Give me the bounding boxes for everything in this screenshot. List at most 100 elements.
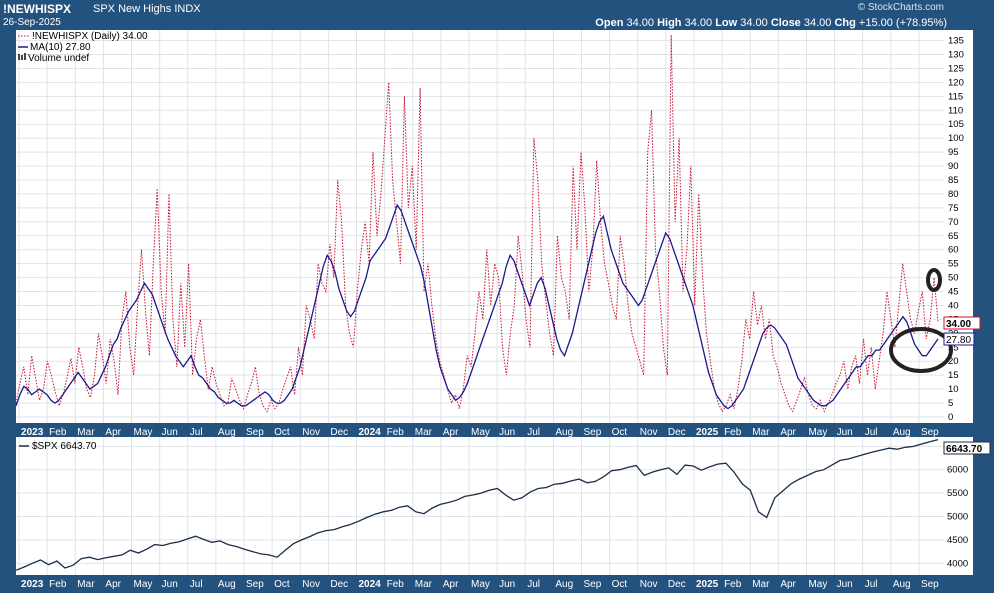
x-tick-label: Apr: [780, 427, 796, 438]
lower-panel-bg: [16, 437, 944, 575]
exchange-text: INDX: [174, 3, 201, 15]
y-tick-label: 6000: [947, 465, 968, 476]
y-tick-label: 125: [948, 63, 964, 74]
x-tick-label: Oct: [612, 427, 628, 438]
lower-legend: $SPX 6643.70: [19, 441, 97, 452]
ma-price-text: 27.80: [946, 335, 971, 346]
x-tick-label: Sep: [583, 579, 601, 590]
x-tick-label: 2024: [359, 579, 382, 590]
x-tick-label: Jun: [499, 579, 515, 590]
lower-gridlines: [16, 437, 944, 575]
y-tick-label: 95: [948, 147, 959, 158]
y-tick-label: 55: [948, 259, 959, 270]
x-tick-label: Feb: [724, 579, 742, 590]
upper-panel-bg: [16, 30, 944, 423]
x-tick-label: 2025: [696, 579, 719, 590]
low-label: Low: [715, 17, 738, 29]
ma-price-tag: 27.80: [943, 332, 975, 346]
y-tick-label: 4500: [947, 535, 968, 546]
y-tick-label: 120: [948, 77, 964, 88]
x-tick-label: Apr: [443, 427, 459, 438]
upper-gridlines: [16, 30, 944, 423]
x-tick-label: Mar: [752, 579, 770, 590]
open-value: 34.00: [626, 17, 655, 29]
y-tick-label: 50: [948, 273, 959, 284]
legend-spx-label: $SPX 6643.70: [32, 441, 97, 452]
x-tick-label: Apr: [780, 579, 796, 590]
ma10-series-line: [15, 203, 939, 410]
x-tick-label: Aug: [893, 579, 911, 590]
x-tick-label: Apr: [105, 427, 121, 438]
x-tick-label: May: [471, 427, 490, 438]
x-tick-label: Aug: [555, 427, 573, 438]
y-tick-label: 20: [948, 356, 959, 367]
x-tick-label: Oct: [612, 579, 628, 590]
x-tick-label: Jun: [837, 427, 853, 438]
x-tick-label: Jul: [190, 579, 203, 590]
y-tick-label: 40: [948, 300, 959, 311]
lower-y-axis: 400045005000550060006500: [944, 437, 973, 575]
x-tick-label: Feb: [387, 427, 405, 438]
x-tick-label: 2023: [21, 579, 44, 590]
spx-price-text: 6643.70: [946, 444, 983, 455]
volume-icon-bar2: [21, 55, 23, 60]
x-tick-label: Mar: [415, 579, 433, 590]
y-tick-label: 5: [948, 398, 953, 409]
x-tick-label: Apr: [105, 579, 121, 590]
legend-volume-label: Volume undef: [28, 53, 89, 64]
x-tick-label: Nov: [302, 579, 320, 590]
x-tick-label: 2024: [359, 427, 382, 438]
volume-icon: [18, 54, 20, 60]
annotation-circle-small: [926, 268, 942, 292]
x-tick-label: Dec: [668, 579, 686, 590]
x-tick-label: Jun: [162, 579, 178, 590]
annotation-circle-large: [889, 327, 953, 373]
x-tick-label: Aug: [218, 579, 236, 590]
x-tick-label: Jul: [190, 427, 203, 438]
x-tick-label: Apr: [443, 579, 459, 590]
y-tick-label: 10: [948, 384, 959, 395]
y-tick-label: 45: [948, 287, 959, 298]
x-tick-label: Dec: [668, 427, 686, 438]
close-value: 34.00: [803, 17, 832, 29]
y-tick-label: 100: [948, 133, 964, 144]
legend-ma-label: MA(10) 27.80: [30, 42, 91, 53]
symbol-title: !NEWHISPX: [3, 2, 72, 16]
ohlc-readout: Open 34.00 High 34.00 Low 34.00 Close 34…: [595, 17, 947, 29]
x-tick-label: Jun: [499, 427, 515, 438]
y-tick-label: 80: [948, 189, 959, 200]
spx-price-tag: 6643.70: [943, 441, 991, 455]
y-tick-label: 15: [948, 370, 959, 381]
x-tick-label: Nov: [640, 579, 658, 590]
volume-icon-bar3: [24, 53, 26, 60]
description-text: SPX New Highs: [93, 3, 172, 15]
copyright-link[interactable]: © StockCharts.com: [857, 2, 944, 13]
y-tick-label: 85: [948, 175, 959, 186]
y-tick-label: 70: [948, 217, 959, 228]
x-tick-label: Feb: [49, 579, 67, 590]
y-tick-label: 60: [948, 245, 959, 256]
y-tick-label: 110: [948, 105, 963, 116]
x-tick-label: May: [808, 579, 827, 590]
x-tick-label: May: [808, 427, 827, 438]
x-tick-label: Jul: [527, 579, 540, 590]
y-tick-label: 115: [948, 91, 963, 102]
y-tick-label: 0: [948, 412, 953, 423]
x-tick-label: Nov: [640, 427, 658, 438]
x-tick-label: 2023: [21, 427, 44, 438]
x-tick-label: Sep: [246, 579, 264, 590]
high-value: 34.00: [684, 17, 713, 29]
y-tick-label: 65: [948, 231, 959, 242]
chg-label: Chg: [834, 17, 856, 29]
x-tick-label: Mar: [77, 427, 95, 438]
y-tick-label: 130: [948, 50, 964, 61]
y-tick-label: 4000: [947, 558, 968, 569]
low-value: 34.00: [740, 17, 768, 29]
y-tick-label: 25: [948, 342, 959, 353]
x-tick-label: Jul: [527, 427, 540, 438]
x-tick-label: Feb: [387, 579, 405, 590]
x-tick-label: Aug: [893, 427, 911, 438]
x-tick-label: Oct: [274, 579, 290, 590]
x-tick-label: May: [471, 579, 490, 590]
